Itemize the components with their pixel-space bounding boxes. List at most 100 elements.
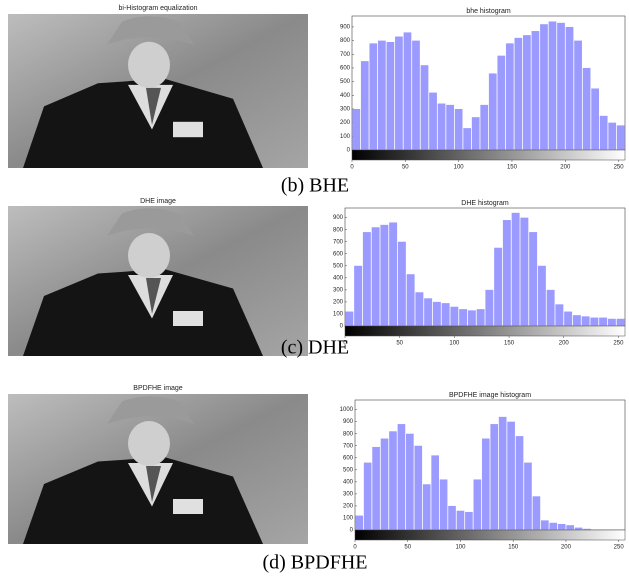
bar [574, 527, 583, 530]
bar [397, 424, 406, 530]
hat [107, 208, 194, 236]
x-tick-label: 250 [613, 341, 624, 347]
bar [463, 128, 472, 150]
y-tick-label: 800 [333, 227, 344, 233]
y-tick-label: 700 [343, 443, 354, 449]
y-tick-label: 500 [333, 263, 344, 269]
bar [363, 462, 372, 530]
bar [616, 125, 625, 150]
x-tick-label: 100 [449, 341, 460, 347]
hat [107, 396, 194, 424]
bar [450, 306, 459, 326]
y-tick-label: 700 [340, 52, 351, 58]
y-tick-label: 100 [343, 516, 354, 522]
bar [608, 122, 617, 150]
y-tick-label: 1000 [340, 407, 354, 413]
bar [574, 40, 582, 150]
x-tick-label: 0 [353, 545, 357, 551]
bar [599, 115, 608, 150]
bar [354, 265, 363, 326]
bar [360, 61, 369, 150]
tie [146, 466, 161, 502]
y-tick-label: 200 [343, 504, 354, 510]
suit [23, 78, 263, 168]
bar [523, 35, 531, 151]
x-tick-label: 0 [343, 341, 347, 347]
y-tick-label: 700 [333, 239, 344, 245]
bar [490, 424, 499, 530]
bar [459, 309, 468, 326]
bar [397, 241, 406, 326]
bar [345, 311, 354, 326]
bar [480, 104, 489, 150]
x-tick-label: 100 [455, 545, 466, 551]
hand [173, 311, 203, 326]
bar [355, 515, 364, 530]
bar [441, 303, 450, 326]
bar [557, 22, 565, 151]
bar [406, 433, 414, 530]
bar [386, 41, 395, 150]
y-tick-label: 0 [340, 324, 344, 330]
y-tick-label: 600 [343, 455, 354, 461]
bar [514, 37, 523, 151]
y-tick-label: 200 [340, 120, 351, 126]
x-tick-label: 50 [396, 341, 403, 347]
chart-title: bhe histogram [466, 8, 511, 15]
y-tick-label: 500 [343, 467, 354, 473]
x-tick-label: 250 [614, 545, 625, 551]
bar [465, 511, 473, 530]
x-tick-label: 0 [350, 165, 354, 171]
bar [446, 104, 454, 150]
bar [502, 220, 511, 326]
bar [590, 317, 599, 326]
bar [524, 462, 532, 530]
bar [420, 65, 429, 150]
y-tick-label: 100 [340, 134, 351, 140]
x-tick-label: 200 [559, 341, 570, 347]
face [128, 41, 170, 88]
caption: (d) BPDFHE [262, 552, 367, 574]
bar [557, 523, 566, 530]
chart-title: BPDFHE image histogram [449, 392, 531, 399]
bar [507, 421, 515, 530]
bar [456, 510, 465, 530]
bar [439, 479, 448, 530]
y-tick-label: 400 [343, 479, 354, 485]
bar [616, 318, 625, 326]
bar [389, 431, 397, 530]
y-tick-label: 900 [340, 25, 351, 31]
y-tick-label: 400 [340, 93, 351, 99]
bar [412, 40, 420, 150]
suit [23, 457, 263, 544]
bar [467, 310, 476, 326]
y-tick-label: 0 [350, 528, 354, 534]
x-tick-label: 200 [560, 165, 571, 171]
tie [146, 278, 161, 314]
hand [173, 499, 203, 514]
bar [415, 292, 424, 326]
bar [520, 217, 529, 326]
x-tick-label: 150 [508, 545, 519, 551]
bar [488, 73, 497, 150]
y-tick-label: 400 [333, 275, 344, 281]
x-tick-label: 250 [614, 165, 625, 171]
bar [431, 455, 439, 530]
y-tick-label: 900 [333, 215, 344, 221]
y-tick-label: 900 [343, 419, 354, 425]
intensity-bar [354, 529, 626, 541]
bar [403, 32, 412, 150]
photo [8, 14, 308, 168]
bar [372, 446, 380, 530]
y-tick-label: 600 [340, 66, 351, 72]
bar [422, 484, 431, 530]
face [128, 233, 170, 278]
bar [546, 289, 555, 326]
bar [352, 108, 361, 150]
intensity-bar [344, 325, 626, 337]
bar [572, 315, 581, 326]
y-tick-label: 300 [343, 491, 354, 497]
bar [380, 438, 389, 530]
x-tick-label: 200 [561, 545, 572, 551]
